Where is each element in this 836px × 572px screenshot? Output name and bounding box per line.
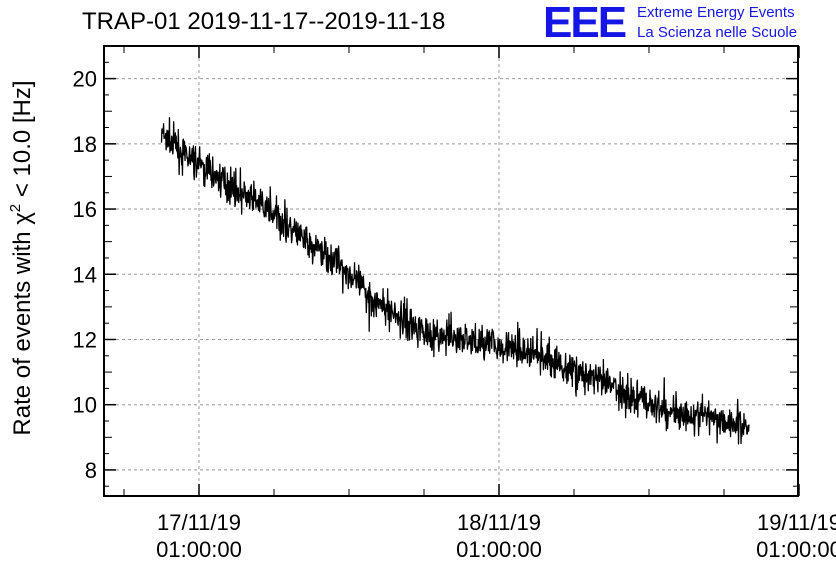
y-tick-label: 18 (73, 132, 97, 157)
y-tick-label: 20 (73, 67, 97, 92)
logo-text-line1: Extreme Energy Events (637, 4, 795, 21)
x-tick-time: 01:00:00 (456, 537, 542, 562)
y-tick-label: 14 (73, 262, 97, 287)
x-tick-time: 01:00:00 (756, 537, 836, 562)
rate-series (160, 117, 750, 445)
y-axis-label: Rate of events with χ2 < 10.0 [Hz] (7, 80, 36, 435)
plot-frame (103, 45, 799, 497)
y-tick-label: 16 (73, 197, 97, 222)
eee-logo: EEE (543, 0, 627, 47)
x-tick-date: 18/11/19 (457, 510, 541, 535)
x-tick-time: 01:00:00 (156, 537, 242, 562)
y-tick-label: 10 (73, 393, 97, 418)
chart-title: TRAP-01 2019-11-17--2019-11-18 (82, 8, 446, 35)
y-axis: 8 10 12 14 16 18 20 (73, 61, 798, 487)
x-tick-date: 17/11/19 (157, 510, 241, 535)
y-tick-label: 8 (85, 458, 97, 483)
logo-text-line2: La Scienza nelle Scuole (637, 24, 798, 41)
y-tick-label: 12 (73, 327, 97, 352)
grid-lines (104, 46, 798, 496)
x-axis: 17/11/1901:00:0018/11/1901:00:0019/11/19… (123, 46, 836, 562)
x-tick-date: 19/11/19 (757, 510, 836, 535)
rate-line (160, 117, 750, 445)
